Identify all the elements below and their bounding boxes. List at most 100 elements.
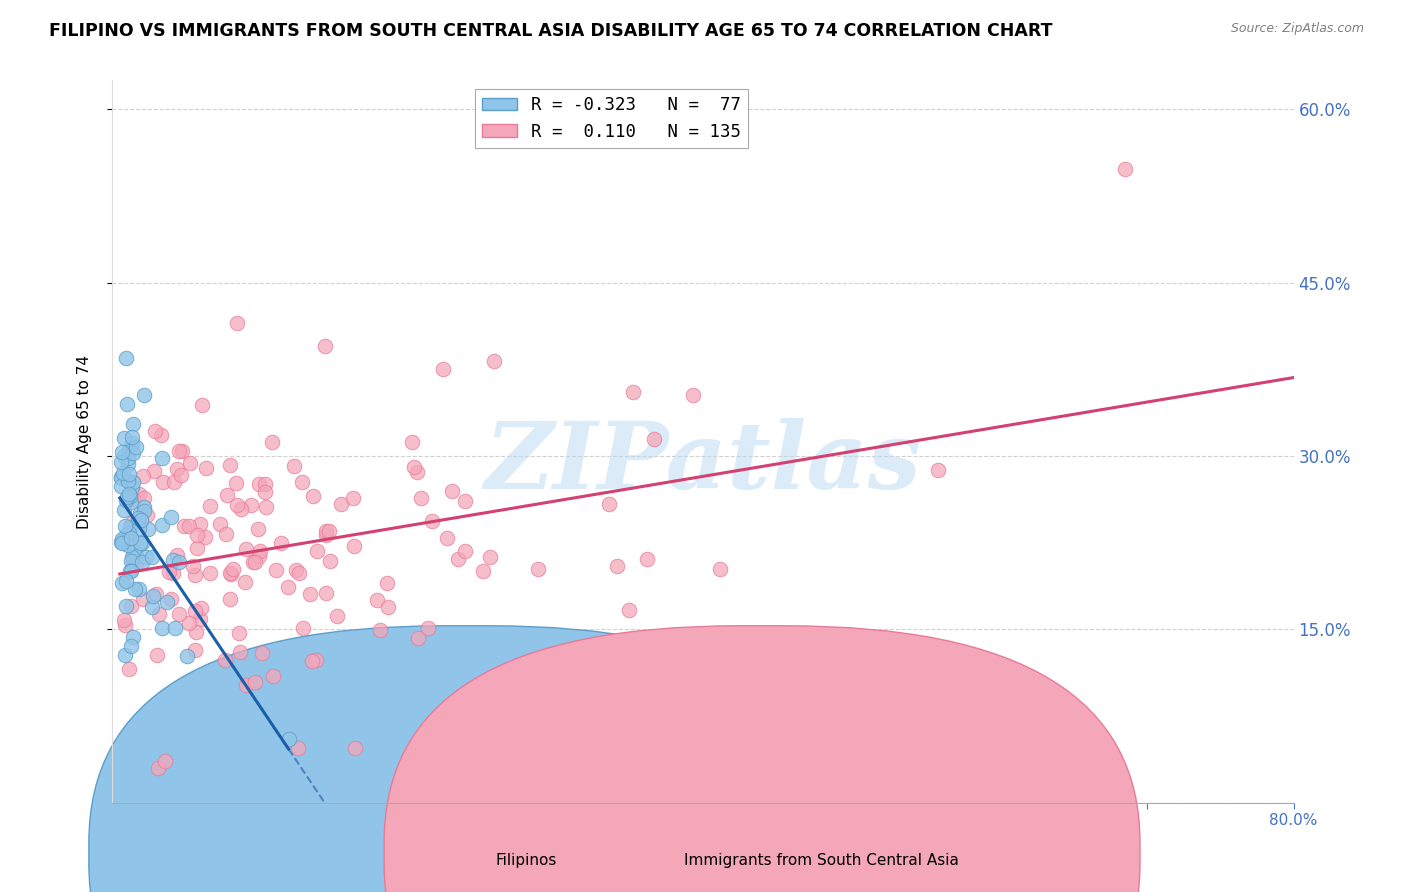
Filipinos xyxy=(132,504,155,518)
Immigrants from South Central Asia xyxy=(125,557,148,571)
Immigrants from South Central Asia xyxy=(225,476,247,491)
Immigrants from South Central Asia xyxy=(368,624,391,638)
Immigrants from South Central Asia xyxy=(927,463,949,477)
Immigrants from South Central Asia xyxy=(231,501,253,516)
Immigrants from South Central Asia xyxy=(191,398,214,412)
Immigrants from South Central Asia xyxy=(408,632,430,646)
Immigrants from South Central Asia xyxy=(143,464,166,478)
Filipinos xyxy=(112,466,135,480)
Filipinos xyxy=(114,648,136,662)
Immigrants from South Central Asia xyxy=(170,467,193,482)
Immigrants from South Central Asia xyxy=(621,385,644,400)
Immigrants from South Central Asia xyxy=(454,493,477,508)
Immigrants from South Central Asia xyxy=(329,497,352,511)
Filipinos xyxy=(150,621,173,635)
Immigrants from South Central Asia xyxy=(226,316,249,330)
Filipinos xyxy=(124,440,146,454)
Filipinos xyxy=(110,470,132,484)
Filipinos xyxy=(117,537,139,551)
Immigrants from South Central Asia xyxy=(440,484,463,499)
Filipinos xyxy=(121,480,143,494)
Immigrants from South Central Asia xyxy=(129,514,152,528)
Immigrants from South Central Asia xyxy=(155,754,177,768)
Immigrants from South Central Asia xyxy=(194,460,217,475)
Immigrants from South Central Asia xyxy=(291,475,314,490)
Filipinos xyxy=(176,649,198,664)
Filipinos xyxy=(117,443,139,458)
Immigrants from South Central Asia xyxy=(222,562,245,576)
Filipinos xyxy=(141,549,163,564)
Filipinos xyxy=(117,475,139,489)
Filipinos xyxy=(129,513,152,527)
Immigrants from South Central Asia xyxy=(315,528,337,542)
Immigrants from South Central Asia xyxy=(253,484,276,499)
Immigrants from South Central Asia xyxy=(163,475,186,489)
Text: Filipinos: Filipinos xyxy=(495,854,557,869)
Immigrants from South Central Asia xyxy=(198,499,221,513)
Filipinos xyxy=(127,510,149,524)
Immigrants from South Central Asia xyxy=(166,461,188,475)
Immigrants from South Central Asia xyxy=(215,527,238,541)
Immigrants from South Central Asia xyxy=(170,443,193,458)
Filipinos xyxy=(110,533,132,547)
Immigrants from South Central Asia xyxy=(242,555,264,569)
Immigrants from South Central Asia xyxy=(169,607,191,621)
Immigrants from South Central Asia xyxy=(114,617,136,632)
Filipinos xyxy=(163,621,186,635)
Immigrants from South Central Asia xyxy=(326,608,349,623)
Immigrants from South Central Asia xyxy=(243,555,266,569)
Immigrants from South Central Asia xyxy=(134,491,156,505)
Immigrants from South Central Asia xyxy=(183,568,205,582)
Immigrants from South Central Asia xyxy=(250,647,273,661)
Immigrants from South Central Asia xyxy=(446,552,468,566)
Immigrants from South Central Asia xyxy=(239,498,262,512)
Filipinos xyxy=(121,475,143,489)
FancyBboxPatch shape xyxy=(384,626,1140,892)
Immigrants from South Central Asia xyxy=(173,518,195,533)
Filipinos xyxy=(114,527,136,541)
Filipinos xyxy=(120,531,142,545)
Immigrants from South Central Asia xyxy=(277,580,299,594)
Immigrants from South Central Asia xyxy=(128,486,150,500)
Immigrants from South Central Asia xyxy=(112,613,135,627)
Immigrants from South Central Asia xyxy=(219,566,242,581)
Immigrants from South Central Asia xyxy=(315,586,337,600)
Filipinos xyxy=(128,582,150,596)
Immigrants from South Central Asia xyxy=(1114,162,1136,177)
Immigrants from South Central Asia xyxy=(235,541,257,556)
Immigrants from South Central Asia xyxy=(598,497,620,511)
Filipinos xyxy=(121,549,143,564)
Filipinos xyxy=(120,554,142,568)
Immigrants from South Central Asia xyxy=(132,468,155,483)
Immigrants from South Central Asia xyxy=(149,428,172,442)
Immigrants from South Central Asia xyxy=(247,549,270,564)
Filipinos xyxy=(131,536,153,550)
Immigrants from South Central Asia xyxy=(643,432,665,446)
Filipinos xyxy=(141,600,163,615)
Filipinos xyxy=(156,595,179,609)
Filipinos xyxy=(111,576,134,591)
Immigrants from South Central Asia xyxy=(136,508,159,523)
Filipinos xyxy=(150,518,173,533)
Immigrants from South Central Asia xyxy=(319,554,342,568)
Filipinos xyxy=(118,564,141,578)
Filipinos xyxy=(120,495,142,509)
Immigrants from South Central Asia xyxy=(179,456,201,470)
Text: Immigrants from South Central Asia: Immigrants from South Central Asia xyxy=(683,854,959,869)
Filipinos xyxy=(128,506,150,520)
Filipinos xyxy=(114,518,136,533)
Filipinos xyxy=(110,454,132,468)
Filipinos xyxy=(150,451,173,466)
Immigrants from South Central Asia xyxy=(229,645,252,659)
Immigrants from South Central Asia xyxy=(215,487,238,501)
Immigrants from South Central Asia xyxy=(305,652,328,666)
Filipinos xyxy=(111,445,134,459)
Filipinos xyxy=(167,555,190,569)
Text: FILIPINO VS IMMIGRANTS FROM SOUTH CENTRAL ASIA DISABILITY AGE 65 TO 74 CORRELATI: FILIPINO VS IMMIGRANTS FROM SOUTH CENTRA… xyxy=(49,22,1053,40)
Immigrants from South Central Asia xyxy=(143,425,166,439)
Immigrants from South Central Asia xyxy=(188,612,211,626)
Immigrants from South Central Asia xyxy=(219,592,242,607)
Filipinos xyxy=(160,509,183,524)
Filipinos xyxy=(134,500,156,515)
Filipinos xyxy=(131,555,153,569)
